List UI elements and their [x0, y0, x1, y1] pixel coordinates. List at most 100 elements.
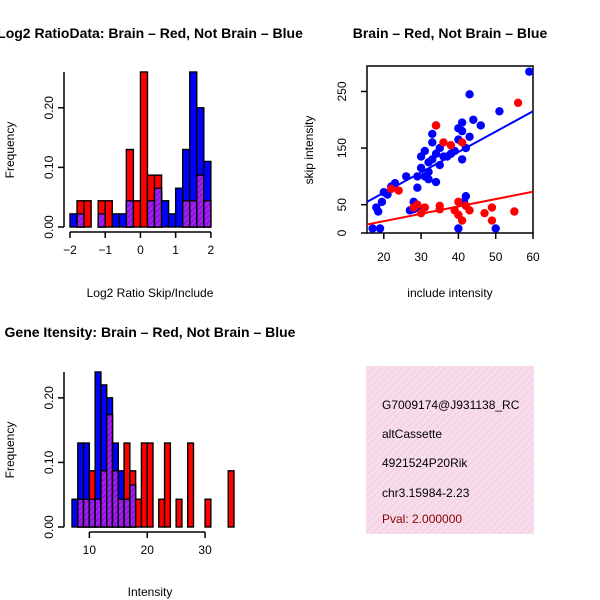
- ratio-histogram-blue-bar: [160, 200, 170, 228]
- intensity-scatter-y-tick-label: 150: [335, 138, 349, 158]
- intensity-histogram-overlap-bar: [100, 470, 108, 528]
- intensity-scatter-fit-brain: [367, 190, 533, 226]
- intensity-scatter-x-tick-label: 60: [526, 250, 540, 264]
- intensity-scatter-title: Brain – Red, Not Brain – Blue: [353, 25, 548, 41]
- intensity-scatter-point-brain: [439, 138, 448, 147]
- ratio-histogram-y-tick-label: 0.20: [42, 96, 56, 120]
- intensity-scatter-point-not-brain: [377, 197, 387, 207]
- info-gene-name: 4921524P20Rik: [382, 456, 468, 470]
- ratio-histogram-title: Log2 RatioData: Brain – Red, Not Brain –…: [0, 25, 303, 41]
- intensity-scatter: Brain – Red, Not Brain – Blue 20 30 40 50 60…: [302, 25, 547, 300]
- intensity-scatter-x-tick-label: 20: [377, 250, 391, 264]
- ratio-histogram-overlap-bar: [76, 213, 85, 228]
- info-pval: Pval: 2.000000: [382, 512, 462, 526]
- intensity-scatter-x-tick-label: 50: [489, 250, 503, 264]
- intensity-scatter-xlabel: include intensity: [407, 286, 492, 300]
- intensity-histogram-y-tick-label: 0.10: [42, 450, 56, 474]
- ratio-histogram: Log2 RatioData: Brain – Red, Not Brain –…: [0, 25, 303, 300]
- ratio-histogram-x-tick-label: −1: [98, 243, 112, 257]
- intensity-histogram-overlap-bar: [117, 498, 125, 528]
- intensity-histogram-bars: [71, 371, 235, 528]
- intensity-histogram-red-bar: [140, 442, 148, 528]
- intensity-histogram-overlap-bar: [82, 498, 91, 528]
- intensity-scatter-point-brain: [513, 98, 523, 107]
- intensity-scatter-point-not-brain: [457, 126, 467, 136]
- intensity-scatter-point-not-brain: [431, 177, 441, 187]
- intensity-scatter-y-tick-label: 250: [335, 81, 349, 101]
- ratio-histogram-red-bar: [132, 200, 142, 228]
- ratio-histogram-overlap-bar: [97, 213, 106, 228]
- intensity-scatter-point-not-brain: [428, 138, 437, 147]
- ratio-histogram-overlap-bar: [196, 174, 205, 228]
- intensity-scatter-point-not-brain: [457, 118, 467, 127]
- ratio-histogram-blue-bar: [167, 213, 177, 228]
- ratio-histogram-y-tick-label: 0.00: [42, 215, 56, 239]
- intensity-histogram-overlap-bar: [111, 470, 119, 528]
- intensity-histogram-overlap-bar: [106, 413, 114, 528]
- intensity-scatter-point-brain: [480, 208, 489, 218]
- intensity-histogram-blue-bar: [71, 498, 79, 528]
- intensity-histogram-xlabel: Intensity: [128, 585, 173, 599]
- intensity-scatter-plot: 20 30 40 50 60 0 50 150 250: [335, 65, 540, 264]
- intensity-scatter-point-brain: [435, 201, 444, 211]
- intensity-scatter-point-brain: [457, 216, 467, 225]
- intensity-scatter-point-not-brain: [368, 224, 377, 233]
- intensity-scatter-point-brain: [487, 216, 497, 225]
- intensity-scatter-point-brain: [431, 121, 441, 130]
- intensity-scatter-point-not-brain: [373, 207, 383, 216]
- ratio-histogram-overlap-bar: [203, 200, 212, 228]
- ratio-histogram-overlap-bar: [125, 200, 135, 228]
- intensity-scatter-point-not-brain: [465, 90, 474, 99]
- ratio-histogram-bars: [69, 71, 212, 228]
- intensity-histogram-red-bar: [204, 498, 212, 528]
- intensity-scatter-point-not-brain: [454, 224, 463, 233]
- intensity-scatter-point-not-brain: [469, 115, 478, 124]
- ratio-histogram-blue-bar: [118, 213, 128, 228]
- intensity-scatter-point-not-brain: [465, 132, 474, 141]
- ratio-histogram-x-tick-label: 1: [172, 243, 179, 257]
- intensity-histogram-red-bar: [175, 498, 183, 528]
- ratio-histogram-x-tick-label: 0: [137, 243, 144, 257]
- ratio-histogram-ylabel: Frequency: [3, 122, 17, 179]
- intensity-scatter-point-not-brain: [375, 224, 385, 233]
- intensity-scatter-point-brain: [487, 203, 497, 212]
- intensity-scatter-point-brain: [446, 141, 456, 150]
- intensity-histogram: Gene Itensity: Brain – Red, Not Brain – …: [3, 324, 296, 599]
- intensity-scatter-ylabel: skip intensity: [302, 116, 316, 185]
- intensity-scatter-point-brain: [454, 197, 463, 207]
- intensity-histogram-red-bar: [134, 498, 143, 528]
- intensity-histogram-overlap-bar: [77, 498, 85, 528]
- intensity-scatter-x-tick-label: 40: [452, 250, 466, 264]
- ratio-histogram-blue-bar: [174, 187, 184, 228]
- intensity-scatter-point-brain: [387, 184, 396, 194]
- intensity-scatter-point-brain: [510, 207, 519, 216]
- intensity-histogram-red-bar: [187, 442, 195, 528]
- intensity-scatter-marks: [367, 67, 533, 233]
- intensity-scatter-point-brain: [465, 206, 474, 215]
- intensity-scatter-point-brain: [457, 138, 467, 147]
- intensity-histogram-red-bar: [158, 498, 166, 528]
- ratio-histogram-red-bar: [139, 71, 149, 228]
- intensity-histogram-red-bar: [146, 442, 154, 528]
- ratio-histogram-x-tick-label: −2: [63, 243, 77, 257]
- info-panel: G7009174@J931138_RC altCassette 4921524P…: [366, 366, 534, 534]
- ratio-histogram-overlap-bar: [189, 200, 198, 228]
- info-location: chr3.15984-2.23: [382, 486, 470, 500]
- intensity-scatter-point-not-brain: [428, 129, 437, 139]
- intensity-scatter-point-not-brain: [491, 224, 500, 233]
- intensity-histogram-y-tick-label: 0.20: [42, 386, 56, 410]
- ratio-histogram-xlabel: Log2 Ratio Skip/Include: [87, 286, 214, 300]
- intensity-histogram-x-tick-label: 30: [198, 543, 212, 557]
- ratio-histogram-red-bar: [104, 200, 113, 228]
- intensity-scatter-point-not-brain: [416, 163, 426, 173]
- intensity-histogram-overlap-bar: [129, 484, 137, 528]
- ratio-histogram-x-tick-label: 2: [208, 243, 215, 257]
- info-probe-id: G7009174@J931138_RC: [382, 398, 520, 412]
- intensity-histogram-title: Gene Itensity: Brain – Red, Not Brain – …: [5, 324, 296, 340]
- intensity-histogram-axes: 10 20 30 0.00 0.10 0.20: [42, 372, 212, 557]
- intensity-scatter-point-not-brain: [413, 183, 422, 192]
- intensity-scatter-point-not-brain: [457, 155, 467, 164]
- intensity-scatter-point-not-brain: [495, 107, 504, 116]
- intensity-histogram-red-bar: [163, 442, 172, 528]
